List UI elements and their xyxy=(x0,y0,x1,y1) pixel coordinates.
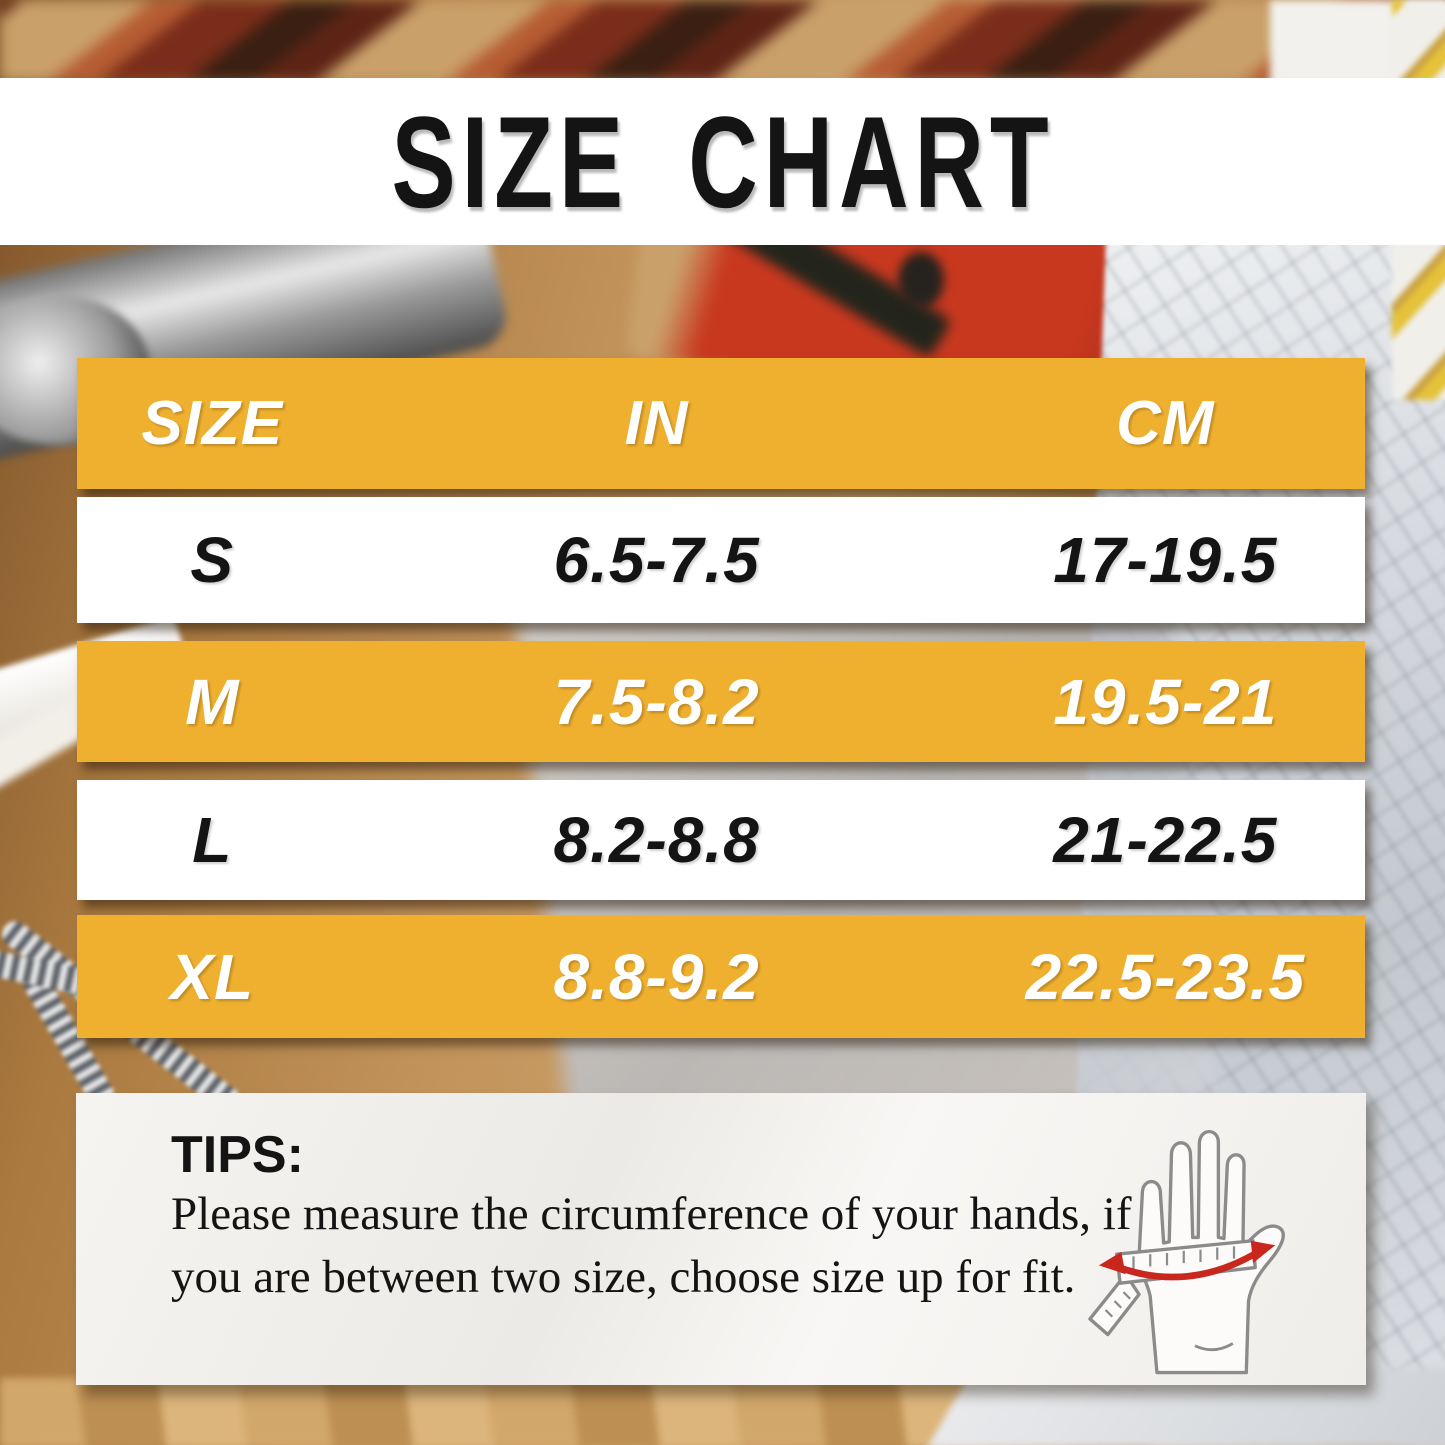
top-tools-strip xyxy=(0,0,1445,82)
in-cell: 8.8-9.2 xyxy=(553,940,760,1013)
tips-card: TIPS: Please measure the circumference o… xyxy=(76,1093,1366,1385)
cm-cell: 17-19.5 xyxy=(1053,524,1278,596)
tips-body-text: Please measure the circumference of your… xyxy=(171,1188,1132,1303)
size-cell: XL xyxy=(170,940,255,1013)
header-in: IN xyxy=(624,389,689,458)
size-cell: L xyxy=(192,804,233,876)
tips-heading: TIPS: xyxy=(171,1126,304,1184)
knife-hole xyxy=(898,252,944,308)
table-row: L 8.2-8.8 21-22.5 xyxy=(77,780,1365,900)
cm-cell: 19.5-21 xyxy=(1053,665,1278,738)
table-header-row: SIZE IN CM xyxy=(77,358,1365,489)
hand-measure-illustration xyxy=(1088,1129,1285,1375)
size-cell: M xyxy=(185,665,240,738)
table-row: S 6.5-7.5 17-19.5 xyxy=(77,497,1365,623)
page-title: SIZE CHART xyxy=(390,88,1055,235)
header-size: SIZE xyxy=(141,389,284,458)
in-cell: 8.2-8.8 xyxy=(553,804,760,876)
in-cell: 7.5-8.2 xyxy=(553,665,760,738)
table-row: M 7.5-8.2 19.5-21 xyxy=(77,641,1365,762)
cm-cell: 21-22.5 xyxy=(1053,804,1278,876)
size-cell: S xyxy=(190,524,235,596)
header-cm: CM xyxy=(1116,389,1215,458)
table-row: XL 8.8-9.2 22.5-23.5 xyxy=(77,915,1365,1038)
in-cell: 6.5-7.5 xyxy=(553,524,760,596)
title-banner: SIZE CHART xyxy=(0,78,1445,245)
cm-cell: 22.5-23.5 xyxy=(1025,940,1306,1013)
